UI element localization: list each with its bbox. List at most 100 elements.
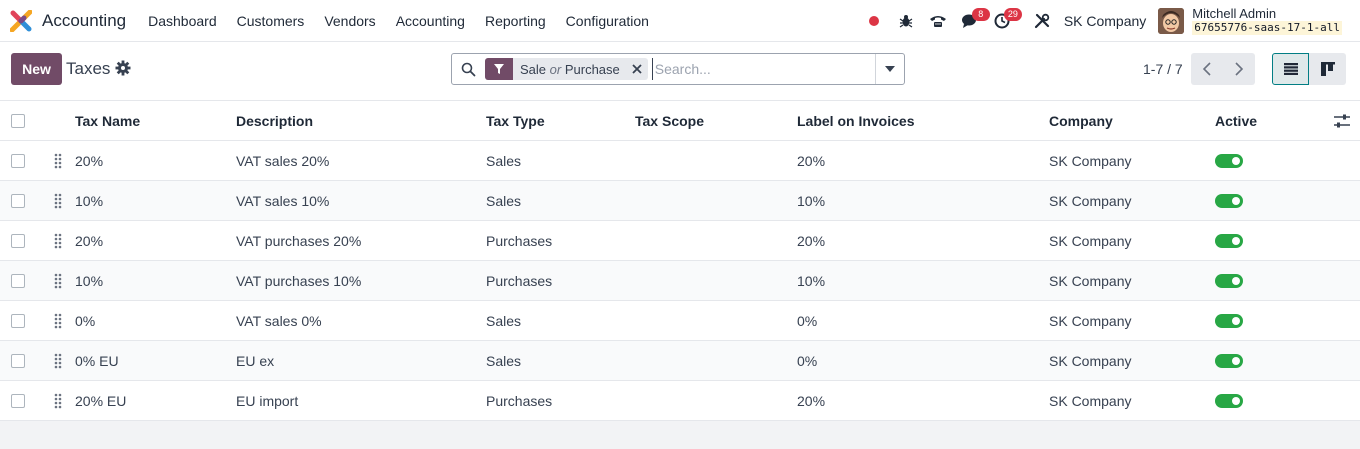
column-tax-name[interactable]: Tax Name — [75, 113, 141, 129]
main-menu: Dashboard Customers Vendors Accounting R… — [138, 0, 659, 42]
cell-label-on-invoices: 20% — [797, 153, 826, 169]
user-name: Mitchell Admin — [1192, 6, 1277, 21]
gear-icon[interactable] — [114, 59, 132, 77]
drag-handle-icon[interactable] — [53, 313, 63, 329]
app-name: Accounting — [42, 10, 127, 30]
facet-remove-button[interactable] — [626, 58, 648, 80]
cell-tax-type: Sales — [486, 193, 522, 209]
table-row[interactable]: 10% VAT sales 10% Sales 10% SK Company — [0, 181, 1360, 221]
page-title: Taxes — [66, 59, 111, 78]
active-toggle[interactable] — [1215, 394, 1243, 408]
pager-value[interactable]: 1-7 / 7 — [1143, 61, 1183, 77]
active-toggle[interactable] — [1215, 354, 1243, 368]
column-label-on-invoices[interactable]: Label on Invoices — [797, 113, 915, 129]
active-toggle[interactable] — [1215, 274, 1243, 288]
list-view-button[interactable] — [1272, 53, 1309, 85]
messages-menu[interactable]: 8 — [954, 0, 990, 42]
drag-handle-icon[interactable] — [53, 193, 63, 209]
table-row[interactable]: 20% VAT purchases 20% Purchases 20% SK Compa… — [0, 221, 1360, 261]
pager-previous-button[interactable] — [1191, 53, 1223, 85]
list-view-icon — [1283, 63, 1298, 75]
record-dot-icon — [868, 16, 879, 26]
close-icon — [632, 64, 642, 74]
menu-configuration[interactable]: Configuration — [565, 12, 649, 29]
table-row[interactable]: 0% VAT sales 0% Sales 0% SK Company — [0, 301, 1360, 341]
tools-menu[interactable] — [1026, 0, 1058, 42]
menu-accounting[interactable]: Accounting — [395, 12, 465, 29]
drag-handle-icon[interactable] — [53, 233, 63, 249]
cell-description: VAT sales 10% — [236, 193, 330, 209]
filter-facet: Sale or Purchase — [485, 58, 648, 80]
chevron-right-icon — [1235, 62, 1243, 76]
row-checkbox[interactable] — [11, 394, 25, 408]
row-checkbox[interactable] — [11, 314, 25, 328]
row-checkbox[interactable] — [11, 194, 25, 208]
table-row[interactable]: 20% EU EU import Purchases 20% SK Company — [0, 381, 1360, 421]
cell-company: SK Company — [1049, 193, 1132, 209]
table-row[interactable]: 0% EU EU ex Sales 0% SK Company — [0, 341, 1360, 381]
debug-menu[interactable] — [890, 0, 922, 42]
table-row[interactable]: 10% VAT purchases 10% Purchases 10% SK Compa… — [0, 261, 1360, 301]
row-checkbox[interactable] — [11, 274, 25, 288]
phone-menu[interactable] — [922, 0, 954, 42]
column-active[interactable]: Active — [1215, 113, 1258, 129]
active-toggle[interactable] — [1215, 314, 1243, 328]
search-input[interactable] — [651, 58, 862, 80]
user-menu[interactable]: Mitchell Admin 67655776-saas-17-1-all — [1158, 7, 1342, 35]
chevron-left-icon — [1203, 62, 1211, 76]
column-tax-type[interactable]: Tax Type — [486, 113, 545, 129]
active-toggle[interactable] — [1215, 234, 1243, 248]
pager-next-button[interactable] — [1223, 53, 1255, 85]
facet-separator: or — [549, 61, 562, 77]
column-tax-scope[interactable]: Tax Scope — [635, 113, 704, 129]
cell-label-on-invoices: 0% — [797, 353, 818, 369]
row-checkbox[interactable] — [11, 234, 25, 248]
cell-label-on-invoices: 10% — [797, 193, 826, 209]
drag-handle-icon[interactable] — [53, 393, 63, 409]
activities-menu[interactable]: 29 — [986, 0, 1022, 42]
menu-vendors[interactable]: Vendors — [324, 12, 376, 29]
cell-description: EU import — [236, 393, 299, 409]
kanban-view-button[interactable] — [1309, 53, 1346, 85]
cell-description: VAT purchases 10% — [236, 273, 362, 289]
new-button[interactable]: New — [11, 53, 62, 85]
company-switcher[interactable]: SK Company — [1063, 13, 1147, 29]
menu-customers[interactable]: Customers — [236, 12, 305, 29]
column-description[interactable]: Description — [236, 113, 314, 129]
menu-dashboard[interactable]: Dashboard — [148, 12, 217, 29]
recording-indicator[interactable] — [858, 0, 890, 42]
row-checkbox[interactable] — [11, 354, 25, 368]
caret-down-icon — [885, 66, 895, 72]
cell-tax-type: Purchases — [486, 233, 553, 249]
cell-description: VAT sales 20% — [236, 153, 330, 169]
database-name: 67655776-saas-17-1-all — [1192, 21, 1342, 35]
cell-company: SK Company — [1049, 393, 1132, 409]
cell-label-on-invoices: 20% — [797, 233, 826, 249]
drag-handle-icon[interactable] — [53, 353, 63, 369]
messages-badge: 8 — [971, 8, 990, 21]
search-button[interactable] — [452, 54, 484, 84]
active-toggle[interactable] — [1215, 154, 1243, 168]
drag-handle-icon[interactable] — [53, 273, 63, 289]
search-options-toggle[interactable] — [875, 54, 904, 84]
sliders-icon[interactable] — [1333, 113, 1351, 129]
clock-icon — [994, 13, 1010, 29]
app-brand[interactable]: Accounting — [10, 9, 127, 32]
column-company[interactable]: Company — [1049, 113, 1113, 129]
avatar — [1158, 8, 1185, 34]
menu-reporting[interactable]: Reporting — [484, 12, 546, 29]
cell-tax-type: Sales — [486, 313, 522, 329]
table-header: Tax Name Description Tax Type Tax Scope … — [0, 101, 1360, 141]
drag-handle-icon[interactable] — [53, 153, 63, 169]
active-toggle[interactable] — [1215, 194, 1243, 208]
filter-icon — [494, 64, 504, 74]
cell-tax-type: Sales — [486, 153, 522, 169]
activities-badge: 29 — [1003, 8, 1022, 21]
cell-company: SK Company — [1049, 353, 1132, 369]
table-row[interactable]: 20% VAT sales 20% Sales 20% SK Company — [0, 141, 1360, 181]
cell-description: EU ex — [236, 353, 275, 369]
cell-tax-name: 10% — [75, 273, 104, 289]
row-checkbox[interactable] — [11, 154, 25, 168]
select-all-checkbox[interactable] — [11, 114, 25, 128]
search-icon — [461, 62, 475, 76]
